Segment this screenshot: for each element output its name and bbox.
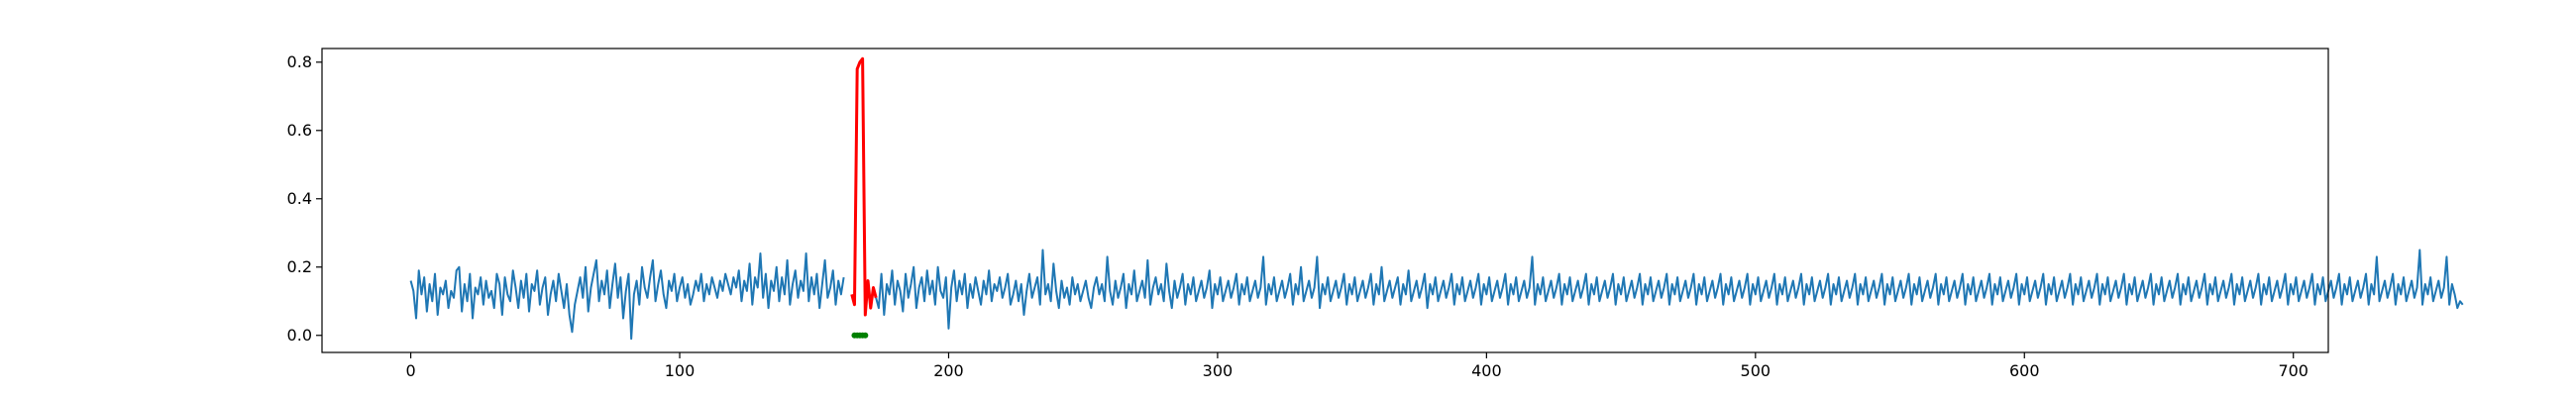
- x-tick-label: 100: [665, 361, 696, 380]
- x-tick-label: 600: [2009, 361, 2040, 380]
- x-tick-label: 300: [1203, 361, 1234, 380]
- y-tick-label: 0.6: [287, 121, 312, 140]
- series-line-0: [409, 251, 845, 341]
- series-line-1: [850, 56, 878, 317]
- x-tick-label: 700: [2278, 361, 2308, 380]
- y-tick-label: 0.4: [287, 189, 312, 208]
- marker-point: [862, 332, 869, 339]
- y-tick-label: 0.2: [287, 257, 312, 276]
- x-tick-label: 0: [405, 361, 415, 380]
- series-line-2: [875, 248, 2464, 330]
- axes: 0 100 200 300 400 500 600 700 0.0 0.2 0.4 0.6 0.8: [287, 48, 2329, 380]
- y-tick-label: 0.8: [287, 52, 312, 71]
- x-tick-label: 200: [933, 361, 964, 380]
- y-tick-label: 0.0: [287, 326, 312, 345]
- plot-area: [409, 56, 2464, 341]
- x-tick-label: 400: [1471, 361, 1502, 380]
- plot-frame: [321, 48, 2329, 353]
- x-tick-label: 500: [1741, 361, 1771, 380]
